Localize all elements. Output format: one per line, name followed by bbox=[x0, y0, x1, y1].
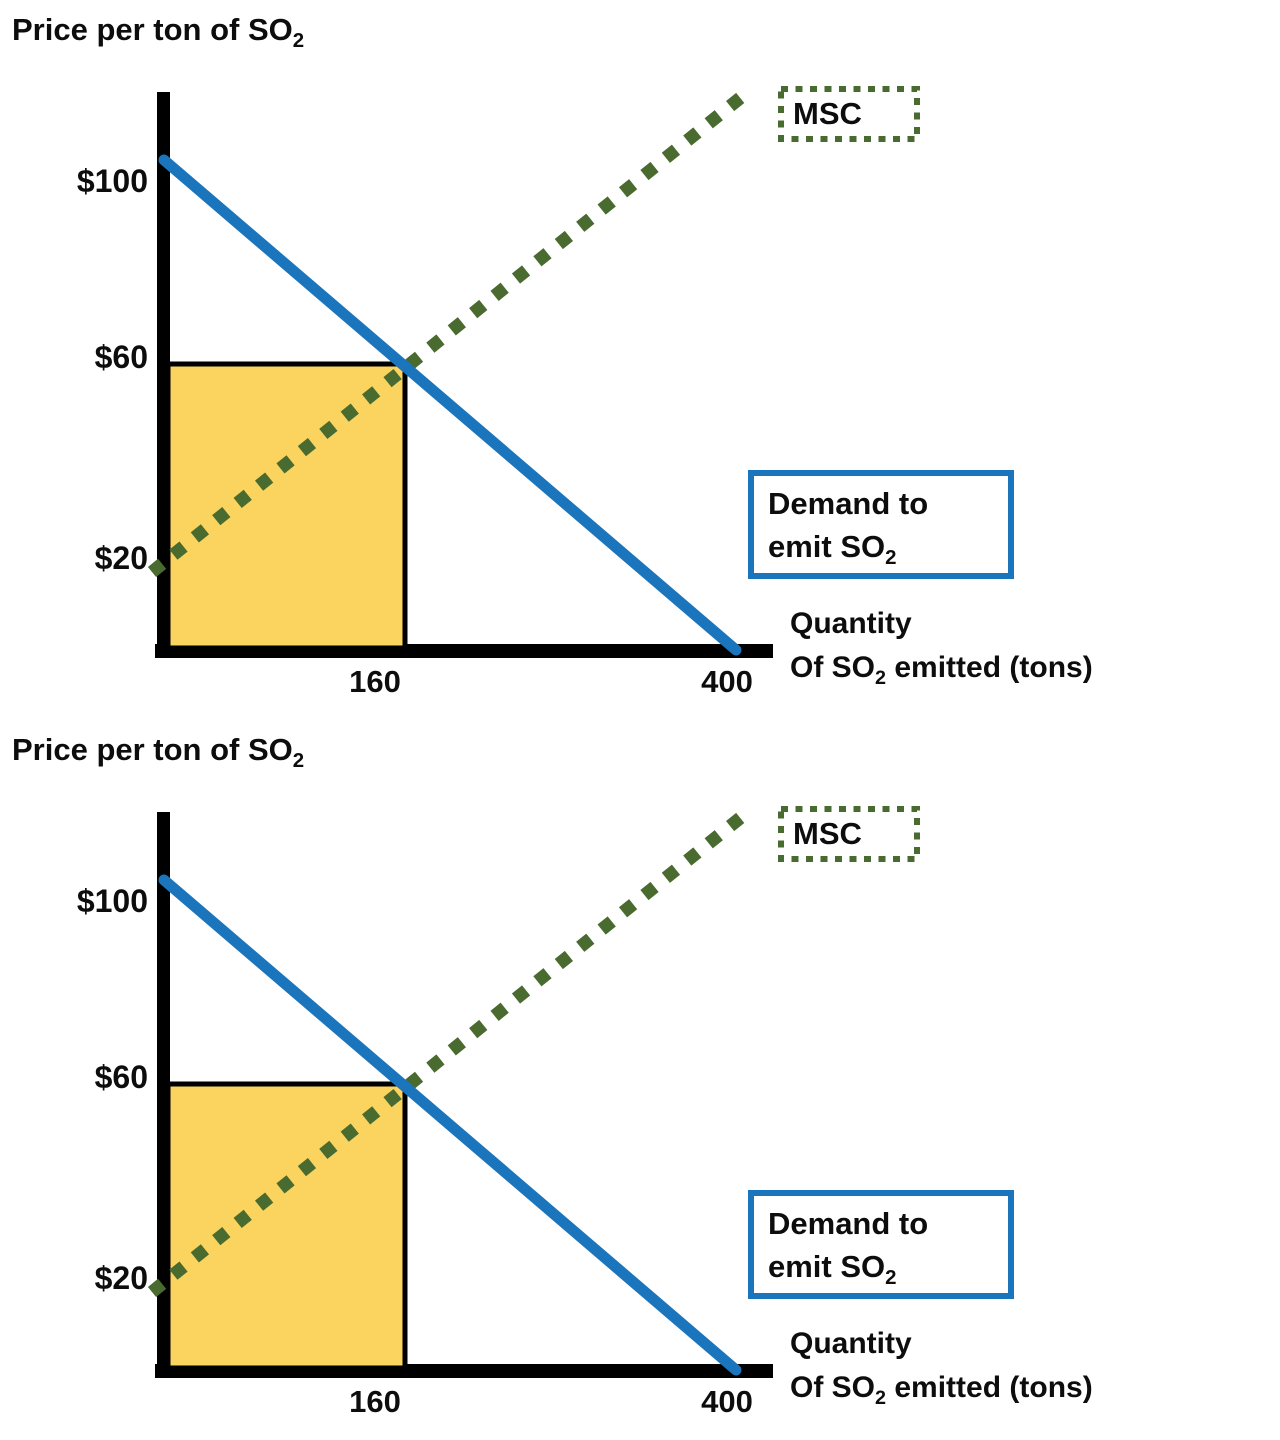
x-axis-caption-line2: Of SO2 emitted (tons) bbox=[790, 646, 1093, 700]
x-axis-caption-line2-post: emitted (tons) bbox=[886, 1371, 1093, 1404]
x-tick-label-160: 160 bbox=[349, 664, 401, 699]
msc-legend-box: MSC bbox=[777, 85, 921, 143]
y-tick-label-20: $20 bbox=[94, 1260, 148, 1296]
msc-legend-border bbox=[778, 806, 920, 862]
msc-legend-label: MSC bbox=[793, 816, 862, 851]
msc-line bbox=[147, 804, 755, 1298]
msc-legend-border bbox=[778, 86, 920, 142]
x-axis-caption-line2-pre: Of SO bbox=[790, 651, 876, 684]
x-axis-caption: Quantity Of SO2 emitted (tons) bbox=[790, 1322, 1093, 1420]
x-axis-caption-line1: Quantity bbox=[790, 1327, 912, 1360]
msc-legend-label: MSC bbox=[793, 96, 862, 131]
demand-legend-label-line2: emit SO2 bbox=[768, 1245, 1008, 1299]
demand-legend-label-line2: emit SO2 bbox=[768, 525, 1008, 579]
x-axis-caption-subscript: 2 bbox=[875, 1387, 887, 1409]
demand-line bbox=[158, 154, 742, 656]
y-tick-label-100: $100 bbox=[76, 883, 148, 919]
y-tick-label-100: $100 bbox=[76, 163, 148, 199]
demand-legend-line2-text: emit SO bbox=[768, 1249, 886, 1284]
chart-title: Price per ton of SO2 bbox=[12, 732, 304, 773]
demand-legend-label-line1: Demand to bbox=[768, 486, 929, 521]
y-tick-label-20: $20 bbox=[94, 540, 148, 576]
chart-panel: Price per ton of SO2 $100 $60 $20 MSC De… bbox=[12, 12, 1093, 700]
shaded-area-rect bbox=[165, 1081, 408, 1371]
chart-title: Price per ton of SO2 bbox=[12, 12, 304, 53]
y-tick-label-60: $60 bbox=[94, 1059, 148, 1095]
shaded-area-rect bbox=[165, 361, 408, 651]
x-axis-caption: Quantity Of SO2 emitted (tons) bbox=[790, 602, 1093, 700]
x-axis-caption-line1: Quantity bbox=[790, 607, 912, 640]
x-axis-line bbox=[155, 1364, 773, 1378]
y-tick-label-60: $60 bbox=[94, 339, 148, 375]
x-axis-caption-line2: Of SO2 emitted (tons) bbox=[790, 1366, 1093, 1420]
demand-legend-subscript: 2 bbox=[885, 546, 897, 570]
x-axis-line bbox=[155, 644, 773, 658]
chart-title-subscript: 2 bbox=[292, 749, 305, 773]
x-axis-caption-subscript: 2 bbox=[875, 667, 887, 689]
msc-legend-box: MSC bbox=[777, 805, 921, 863]
demand-legend-line2-text: emit SO bbox=[768, 529, 886, 564]
demand-legend-box: Demand to emit SO2 bbox=[748, 1190, 1014, 1299]
x-tick-label-160: 160 bbox=[349, 1384, 401, 1419]
y-axis-line bbox=[157, 812, 170, 1378]
x-axis-caption-line2-post: emitted (tons) bbox=[886, 651, 1093, 684]
msc-line bbox=[147, 84, 755, 578]
x-tick-label-400: 400 bbox=[701, 1384, 753, 1419]
demand-legend-label-line1: Demand to bbox=[768, 1206, 929, 1241]
chart-panel: Price per ton of SO2 $100 $60 $20 MSC De… bbox=[0, 720, 1280, 1440]
x-axis-caption-line2-pre: Of SO bbox=[790, 1371, 876, 1404]
chart-title-subscript: 2 bbox=[292, 29, 305, 53]
demand-legend-box: Demand to emit SO2 bbox=[748, 470, 1014, 579]
y-axis-line bbox=[157, 92, 170, 658]
x-tick-label-400: 400 bbox=[701, 664, 753, 699]
demand-line bbox=[158, 874, 742, 1376]
chart-title-text: Price per ton of SO bbox=[12, 12, 293, 47]
chart-title-text: Price per ton of SO bbox=[12, 732, 293, 767]
demand-legend-subscript: 2 bbox=[885, 1266, 897, 1290]
